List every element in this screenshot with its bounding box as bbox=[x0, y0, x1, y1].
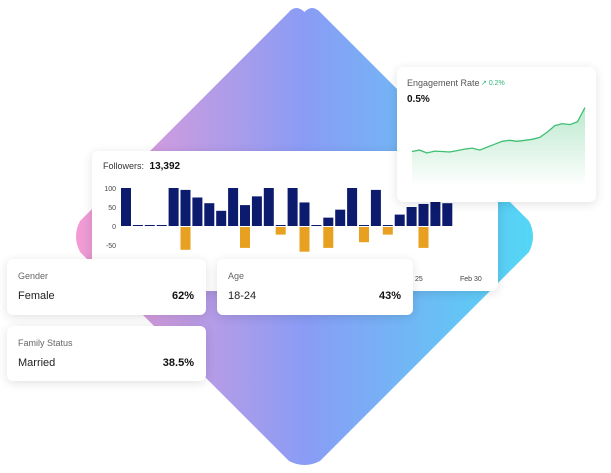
bar-positive bbox=[394, 214, 405, 226]
family-status-card: Family Status Married 38.5% bbox=[7, 326, 206, 381]
followers-value: 13,392 bbox=[149, 161, 181, 172]
bar-positive bbox=[121, 188, 131, 226]
family-status-name: Married bbox=[18, 357, 56, 369]
bar-positive bbox=[323, 217, 334, 226]
bar-positive bbox=[370, 189, 381, 226]
family-status-percent: 38.5% bbox=[162, 357, 194, 369]
bar-positive bbox=[228, 188, 239, 226]
bar-positive bbox=[299, 202, 310, 226]
bar-negative bbox=[299, 227, 310, 252]
engagement-delta-value: 0.2% bbox=[488, 80, 505, 87]
trend-up-icon: ↗ bbox=[481, 80, 487, 87]
engagement-line bbox=[411, 107, 586, 154]
age-percent: 43% bbox=[378, 290, 401, 302]
bar-positive bbox=[442, 203, 453, 226]
bar-positive bbox=[430, 188, 441, 226]
bar-positive bbox=[418, 203, 429, 226]
bar-negative bbox=[180, 227, 191, 250]
bar-negative bbox=[240, 227, 250, 248]
bar-negative bbox=[418, 227, 429, 248]
bar-positive bbox=[204, 203, 215, 226]
followers-title: Followers: 13,392 bbox=[103, 161, 180, 172]
age-card: Age 18-24 43% bbox=[217, 259, 413, 315]
bar-zero-line bbox=[382, 225, 393, 226]
bar-positive bbox=[335, 209, 346, 226]
gender-name: Female bbox=[18, 290, 55, 302]
followers-bar-chart: 100 50 0 -50 bbox=[104, 186, 453, 252]
bar-negative bbox=[359, 227, 369, 243]
age-name: 18-24 bbox=[228, 290, 257, 302]
engagement-title: Engagement Rate bbox=[407, 78, 480, 88]
engagement-area bbox=[412, 107, 585, 187]
x-tick-label-feb30: Feb 30 bbox=[460, 276, 482, 283]
y-tick-label: 50 bbox=[108, 205, 116, 212]
bar-positive bbox=[180, 189, 191, 226]
engagement-line-chart bbox=[411, 107, 586, 187]
y-tick-label: 100 bbox=[104, 186, 116, 193]
bar-zero-line bbox=[144, 225, 155, 226]
bar-zero-line bbox=[132, 225, 143, 226]
gender-card: Gender Female 62% bbox=[7, 259, 206, 315]
engagement-delta: ↗ 0.2% bbox=[481, 79, 505, 87]
engagement-value: 0.5% bbox=[407, 94, 430, 105]
followers-label: Followers: bbox=[103, 161, 145, 171]
bar-positive bbox=[347, 188, 358, 226]
bar-zero-line bbox=[311, 225, 322, 226]
family-status-label: Family Status bbox=[18, 338, 73, 348]
bar-positive bbox=[192, 197, 203, 226]
bar-positive bbox=[406, 207, 417, 226]
bar-negative bbox=[323, 227, 334, 248]
engagement-rate-card: Engagement Rate ↗ 0.2% 0.5% bbox=[397, 67, 596, 202]
age-label: Age bbox=[228, 271, 245, 281]
bar-zero-line bbox=[359, 225, 369, 226]
bar-positive bbox=[168, 188, 179, 226]
x-tick-label-25: 25 bbox=[415, 276, 423, 283]
gender-percent: 62% bbox=[171, 290, 194, 302]
gender-label: Gender bbox=[18, 271, 49, 281]
bar-zero-line bbox=[275, 225, 286, 226]
bar-zero-line bbox=[156, 225, 167, 226]
y-tick-label: -50 bbox=[106, 243, 116, 250]
bar-negative bbox=[382, 227, 393, 235]
bar-negative bbox=[275, 227, 286, 235]
bar-positive bbox=[251, 196, 262, 226]
bar-positive bbox=[263, 188, 274, 226]
bar-positive bbox=[287, 188, 298, 226]
bar-positive bbox=[216, 210, 227, 226]
y-tick-label: 0 bbox=[112, 224, 116, 231]
bar-positive bbox=[240, 205, 250, 226]
